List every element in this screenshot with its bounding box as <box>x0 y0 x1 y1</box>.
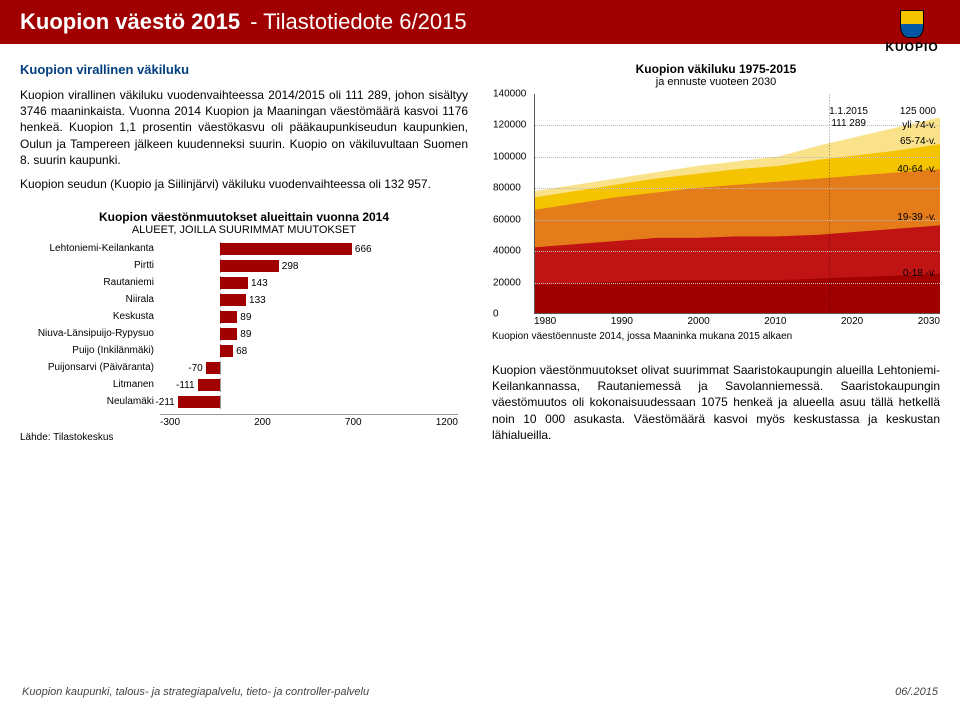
bar-label: Niuva-Länsipuijo-Rypysuo <box>20 327 160 341</box>
bar-value: 666 <box>355 244 372 255</box>
left-p1: Kuopion virallinen väkiluku vuodenvaihte… <box>20 87 468 168</box>
right-column: Kuopion väkiluku 1975-2015 ja ennuste vu… <box>492 62 940 451</box>
bar-value: 143 <box>251 278 268 289</box>
header-title-1: Kuopion väestö 2015 <box>20 9 240 35</box>
page-header: Kuopion väestö 2015 - Tilastotiedote 6/2… <box>0 0 960 44</box>
bar-track: -111 <box>160 378 458 392</box>
bar-value: 89 <box>240 312 251 323</box>
bar-value: 89 <box>240 329 251 340</box>
left-body: Kuopion virallinen väkiluku vuodenvaihte… <box>20 87 468 192</box>
area-x-labels: 198019902000201020202030 <box>534 316 940 327</box>
bar-label: Puijo (Inkilänmäki) <box>20 344 160 358</box>
kuopio-logo: KUOPIO <box>882 10 942 54</box>
bar: -70 <box>206 362 220 374</box>
barchart-grid: Lehtoniemi-Keilankanta 666 Pirtti 298 Rautan… <box>20 242 468 428</box>
bar-track: 666 <box>160 242 458 256</box>
right-body: Kuopion väestönmuutokset olivat suurimma… <box>492 362 940 443</box>
area-legend-label: 40-64 -v. <box>897 164 936 176</box>
footer-right: 06/.2015 <box>895 686 938 698</box>
right-p1: Kuopion väestönmuutokset olivat suurimma… <box>492 362 940 443</box>
bar: 68 <box>220 345 234 357</box>
area-ytick: 0 <box>493 309 499 320</box>
area-ytick: 20000 <box>493 277 521 288</box>
left-column: Kuopion virallinen väkiluku Kuopion vira… <box>20 62 468 451</box>
barchart: Kuopion väestönmuutokset alueittain vuon… <box>20 210 468 443</box>
header-title-2: - Tilastotiedote 6/2015 <box>250 9 466 35</box>
area-layers <box>535 94 940 313</box>
bar-value: 68 <box>236 346 247 357</box>
bar-label: Pirtti <box>20 259 160 273</box>
bar: 666 <box>220 243 352 255</box>
area-legend-label: yli 74-v. <box>902 120 936 132</box>
area-callout: 125 000 <box>900 106 936 118</box>
footer-left: Kuopion kaupunki, talous- ja strategiapa… <box>22 686 369 698</box>
bar-label: Puijonsarvi (Päiväranta) <box>20 361 160 375</box>
area-note: Kuopion väestöennuste 2014, jossa Maanin… <box>492 331 940 342</box>
bar-label: Keskusta <box>20 310 160 324</box>
bar: 89 <box>220 328 238 340</box>
area-ytick: 140000 <box>493 89 526 100</box>
bar-value: -211 <box>155 397 174 408</box>
bar: 143 <box>220 277 248 289</box>
bar: -111 <box>198 379 220 391</box>
bar-track: 133 <box>160 293 458 307</box>
page-footer: Kuopion kaupunki, talous- ja strategiapa… <box>0 686 960 698</box>
area-ytick: 120000 <box>493 120 526 131</box>
bar: 298 <box>220 260 279 272</box>
barchart-subtitle: ALUEET, JOILLA SUURIMMAT MUUTOKSET <box>20 224 468 236</box>
bar: 133 <box>220 294 246 306</box>
bar-label: Rautaniemi <box>20 276 160 290</box>
bar-value: -70 <box>188 363 202 374</box>
area-title: Kuopion väkiluku 1975-2015 <box>492 62 940 76</box>
crest-icon <box>900 10 924 38</box>
bar-track: 68 <box>160 344 458 358</box>
bar-value: -111 <box>176 380 195 391</box>
bar-value: 298 <box>282 261 299 272</box>
bar-track: 298 <box>160 259 458 273</box>
area-chart: Kuopion väkiluku 1975-2015 ja ennuste vu… <box>492 62 940 342</box>
bar: -211 <box>178 396 220 408</box>
left-p2: Kuopion seudun (Kuopio ja Siilinjärvi) v… <box>20 176 468 192</box>
area-subtitle: ja ennuste vuoteen 2030 <box>492 76 940 88</box>
area-legend-label: 0-18 -v. <box>903 268 936 280</box>
barchart-title: Kuopion väestönmuutokset alueittain vuon… <box>20 210 468 224</box>
area-callout: 1.1.2015 <box>829 106 868 118</box>
bar-label: Neulamäki <box>20 395 160 409</box>
bar-track: -211 <box>160 395 458 409</box>
barchart-source: Lähde: Tilastokeskus <box>20 432 468 443</box>
area-ytick: 60000 <box>493 214 521 225</box>
area-legend-label: 65-74-v. <box>900 136 936 148</box>
area-ytick: 40000 <box>493 246 521 257</box>
bar-track: -70 <box>160 361 458 375</box>
bar-track: 143 <box>160 276 458 290</box>
bar-track: 89 <box>160 310 458 324</box>
area-frame: 0200004000060000800001000001200001400001… <box>534 94 940 314</box>
area-callout: 111 289 <box>831 118 866 130</box>
bar-track: 89 <box>160 327 458 341</box>
bar-value: 133 <box>249 295 266 306</box>
barchart-xaxis: -3002007001200 <box>160 414 458 428</box>
bar: 89 <box>220 311 238 323</box>
bar-label: Niirala <box>20 293 160 307</box>
bar-label: Litmanen <box>20 378 160 392</box>
bar-label: Lehtoniemi-Keilankanta <box>20 242 160 256</box>
area-legend-label: 19-39 -v. <box>897 212 936 224</box>
area-ytick: 100000 <box>493 151 526 162</box>
area-ytick: 80000 <box>493 183 521 194</box>
left-subhead: Kuopion virallinen väkiluku <box>20 62 468 77</box>
logo-word: KUOPIO <box>882 40 942 54</box>
